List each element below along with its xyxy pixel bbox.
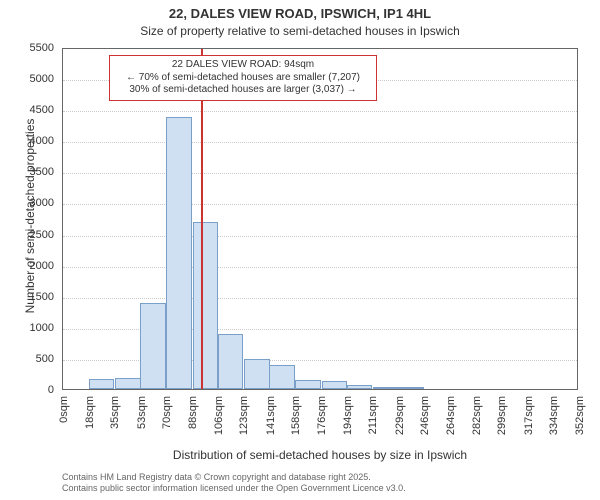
y-tick-label: 500 xyxy=(0,353,54,365)
footer-attribution: Contains HM Land Registry data © Crown c… xyxy=(62,472,406,495)
x-tick-label: 141sqm xyxy=(265,396,277,435)
y-tick-label: 0 xyxy=(0,384,54,396)
x-tick-label: 70sqm xyxy=(161,396,173,429)
y-tick-label: 5000 xyxy=(0,73,54,85)
histogram-bar xyxy=(373,387,399,389)
grid-line xyxy=(63,204,577,205)
x-tick-label: 299sqm xyxy=(496,396,508,435)
histogram-bar xyxy=(218,334,244,389)
histogram-bar xyxy=(193,222,219,389)
y-tick-label: 4500 xyxy=(0,104,54,116)
annotation-line-2: ← 70% of semi-detached houses are smalle… xyxy=(116,72,370,85)
property-size-chart: 22, DALES VIEW ROAD, IPSWICH, IP1 4HL Si… xyxy=(0,0,600,500)
annotation-box: 22 DALES VIEW ROAD: 94sqm ← 70% of semi-… xyxy=(109,55,377,101)
grid-line xyxy=(63,236,577,237)
annotation-line-1: 22 DALES VIEW ROAD: 94sqm xyxy=(116,59,370,72)
y-tick-label: 4000 xyxy=(0,135,54,147)
footer-line-2: Contains public sector information licen… xyxy=(62,483,406,494)
x-tick-label: 158sqm xyxy=(290,396,302,435)
y-tick-label: 5500 xyxy=(0,42,54,54)
x-tick-label: 53sqm xyxy=(136,396,148,429)
grid-line xyxy=(63,267,577,268)
footer-line-1: Contains HM Land Registry data © Crown c… xyxy=(62,472,406,483)
y-tick-label: 1000 xyxy=(0,322,54,334)
x-tick-label: 211sqm xyxy=(367,396,379,434)
grid-line xyxy=(63,142,577,143)
annotation-line-3: 30% of semi-detached houses are larger (… xyxy=(116,84,370,97)
histogram-bar xyxy=(244,359,270,389)
grid-line xyxy=(63,111,577,112)
x-tick-label: 352sqm xyxy=(574,396,586,435)
histogram-bar xyxy=(322,381,348,389)
histogram-bar xyxy=(89,379,115,389)
plot-area: 22 DALES VIEW ROAD: 94sqm ← 70% of semi-… xyxy=(62,48,578,390)
x-tick-label: 229sqm xyxy=(394,396,406,435)
histogram-bar xyxy=(166,117,192,389)
y-tick-label: 1500 xyxy=(0,291,54,303)
grid-line xyxy=(63,298,577,299)
chart-subtitle: Size of property relative to semi-detach… xyxy=(0,24,600,38)
x-tick-label: 246sqm xyxy=(419,396,431,435)
histogram-bar xyxy=(398,387,424,389)
x-tick-label: 0sqm xyxy=(58,396,70,423)
y-tick-label: 3000 xyxy=(0,197,54,209)
chart-title: 22, DALES VIEW ROAD, IPSWICH, IP1 4HL xyxy=(0,6,600,21)
x-axis-label: Distribution of semi-detached houses by … xyxy=(62,448,578,462)
x-tick-label: 18sqm xyxy=(84,396,96,429)
x-tick-label: 35sqm xyxy=(109,396,121,429)
histogram-bar xyxy=(295,380,321,389)
x-tick-label: 282sqm xyxy=(471,396,483,435)
grid-line xyxy=(63,173,577,174)
x-tick-label: 334sqm xyxy=(548,396,560,435)
histogram-bar xyxy=(347,385,373,389)
x-tick-label: 88sqm xyxy=(187,396,199,429)
histogram-bar xyxy=(269,365,295,389)
y-tick-label: 3500 xyxy=(0,166,54,178)
histogram-bar xyxy=(115,378,141,389)
x-tick-label: 317sqm xyxy=(523,396,535,435)
y-tick-label: 2000 xyxy=(0,260,54,272)
histogram-bar xyxy=(140,303,166,389)
x-tick-label: 106sqm xyxy=(213,396,225,435)
x-tick-label: 194sqm xyxy=(342,396,354,435)
y-tick-label: 2500 xyxy=(0,229,54,241)
x-tick-label: 123sqm xyxy=(238,396,250,435)
x-tick-label: 264sqm xyxy=(445,396,457,435)
x-tick-label: 176sqm xyxy=(316,396,328,435)
